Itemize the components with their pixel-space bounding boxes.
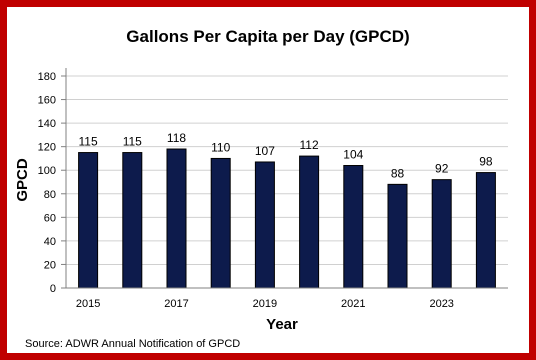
- data-label: 107: [255, 144, 275, 158]
- bar: [387, 183, 408, 289]
- x-tick-label: 2017: [164, 298, 188, 310]
- bar: [122, 152, 143, 289]
- bar: [254, 161, 275, 289]
- x-axis-ticks: 2015 2017 2019 2021 2023: [66, 287, 508, 310]
- data-label: 112: [300, 138, 319, 152]
- data-label: 92: [435, 162, 449, 176]
- bar: [343, 165, 364, 289]
- x-tick-label: 2021: [341, 298, 365, 310]
- x-tick-label: 2019: [253, 298, 277, 310]
- data-label: 110: [211, 140, 230, 154]
- y-tick-label: 80: [44, 189, 56, 201]
- chart-title: Gallons Per Capita per Day (GPCD): [126, 27, 410, 46]
- bar: [210, 157, 231, 289]
- y-axis-label: GPCD: [14, 158, 31, 202]
- data-label: 98: [479, 155, 493, 169]
- y-tick-label: 140: [38, 118, 56, 130]
- x-tick-label: 2015: [76, 298, 100, 310]
- bar: [78, 152, 99, 289]
- bars: [78, 148, 496, 289]
- data-label: 88: [391, 166, 405, 180]
- x-tick-label: 2023: [429, 298, 453, 310]
- bar: [166, 148, 187, 289]
- y-tick-label: 100: [38, 165, 56, 177]
- bar: [299, 155, 320, 289]
- source-note: Source: ADWR Annual Notification of GPCD: [25, 338, 241, 350]
- y-tick-label: 120: [38, 142, 56, 154]
- y-tick-label: 0: [50, 283, 56, 295]
- data-label: 115: [123, 135, 142, 149]
- y-tick-label: 180: [38, 71, 56, 83]
- x-axis-label: Year: [266, 316, 298, 333]
- data-label: 118: [167, 131, 186, 145]
- bar: [475, 172, 496, 289]
- y-tick-label: 160: [38, 95, 56, 107]
- bar: [431, 179, 452, 289]
- data-label: 115: [79, 135, 98, 149]
- y-axis-ticks: 0 20 40 60 80 100 120 140 160 180: [38, 68, 67, 295]
- y-tick-label: 40: [44, 236, 56, 248]
- data-labels: 115 115 118 110 107 112 104 88 92 98: [79, 131, 493, 180]
- y-tick-label: 60: [44, 212, 56, 224]
- y-tick-label: 20: [44, 259, 56, 271]
- data-label: 104: [343, 148, 363, 162]
